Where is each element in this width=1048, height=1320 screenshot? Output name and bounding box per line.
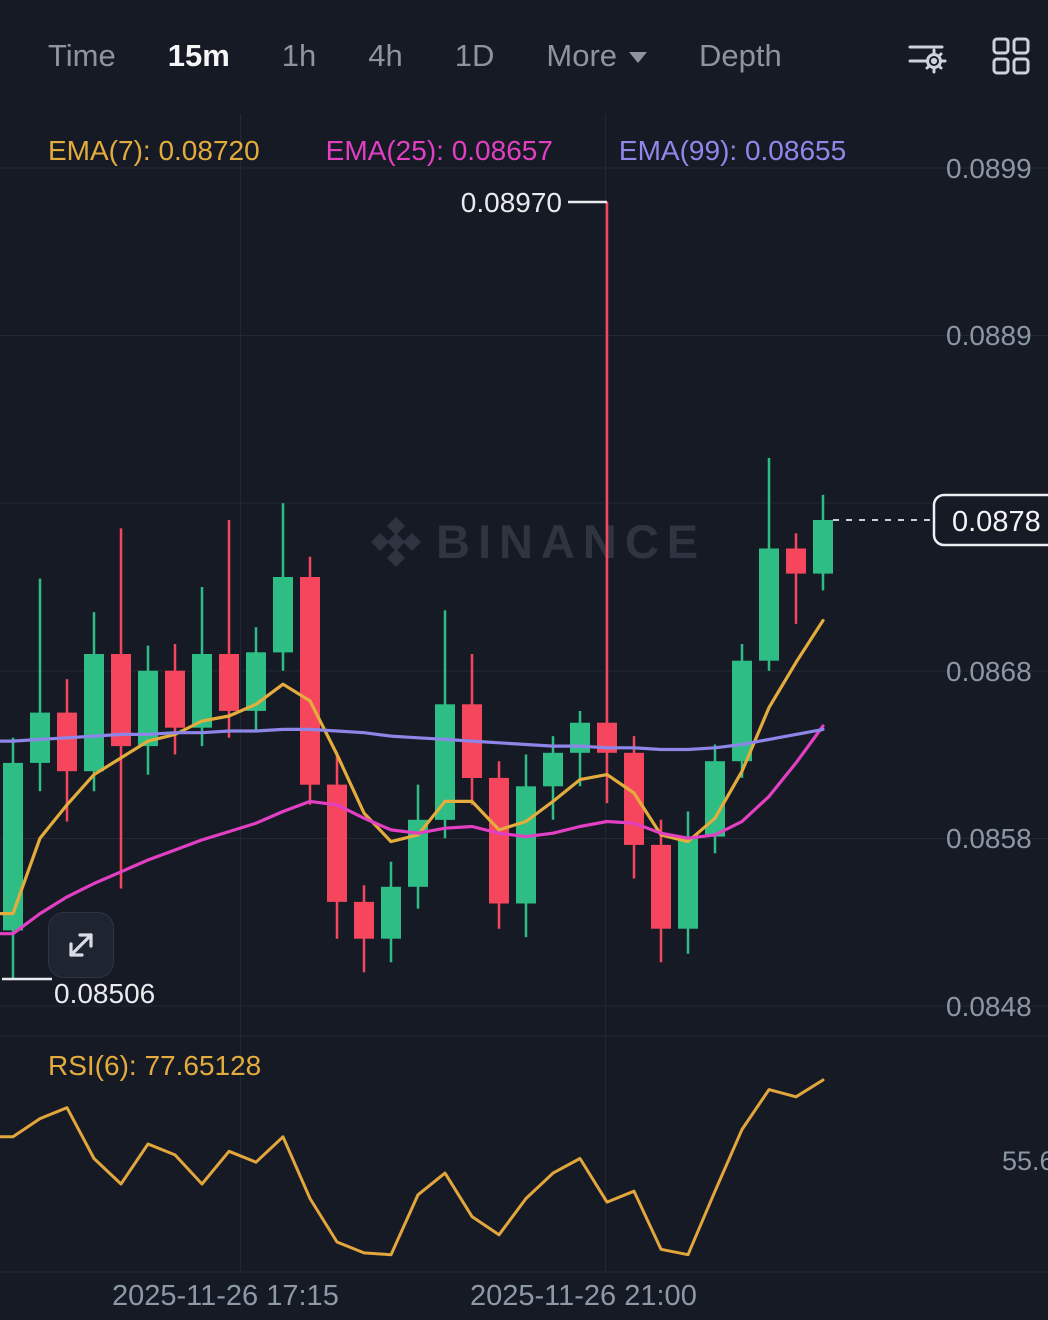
candle-body <box>516 786 536 904</box>
ema7-legend-value: EMA(7): 0.08720 <box>48 135 260 166</box>
candle-body <box>759 548 779 661</box>
candle-body <box>3 762 23 931</box>
low-price-label: 0.08506 <box>54 978 155 1009</box>
candle-body <box>489 777 509 904</box>
ema25-legend-value: EMA(25): 0.08657 <box>325 135 553 166</box>
tab-1d[interactable]: 1D <box>454 38 495 73</box>
candle-body <box>597 722 617 753</box>
candle-body <box>57 712 77 772</box>
ema-legend: EMA(7): 0.08720 EMA(25): 0.08657 EMA(99)… <box>48 135 846 167</box>
y-axis-tick: 0.0848 <box>946 991 1032 1022</box>
candle-body <box>327 784 347 902</box>
candle-body <box>192 654 212 728</box>
candle-body <box>354 901 374 939</box>
tab-15m[interactable]: 15m <box>167 38 230 73</box>
timeframe-toolbar: Time 15m 1h 4h 1D More Depth <box>0 0 1048 112</box>
rsi-series <box>0 1078 825 1257</box>
tab-more[interactable]: More <box>546 38 648 74</box>
toolbar-icons <box>904 0 1032 112</box>
last-price-tag-box <box>932 493 1048 547</box>
rsi-value-label: RSI(6): 77.65128 <box>48 1050 262 1081</box>
fullscreen-expand-button[interactable] <box>48 912 114 978</box>
candle-body <box>165 670 185 728</box>
ema99-line <box>0 727 825 752</box>
ema25-line <box>0 724 825 936</box>
watermark-text: BINANCE <box>436 515 706 568</box>
indicator-settings-icon[interactable] <box>904 34 948 78</box>
last-price-tag: 0.0878 <box>932 493 1048 547</box>
expand-arrows-icon <box>69 933 93 957</box>
y-axis-tick: 0.0889 <box>946 320 1032 351</box>
candle-body <box>84 654 104 772</box>
ema99-legend-value: EMA(99): 0.08655 <box>618 135 847 166</box>
tab-time[interactable]: Time <box>48 38 116 73</box>
y-axis-tick: 0.0868 <box>946 656 1032 687</box>
candle-body <box>435 704 455 820</box>
y-axis-tick: 0.0858 <box>946 823 1032 854</box>
tab-1h[interactable]: 1h <box>281 38 317 73</box>
candle-body <box>678 836 698 929</box>
candle-body <box>570 722 590 753</box>
candle-body <box>408 819 428 887</box>
candle-body <box>786 548 806 574</box>
grid-layout-icon[interactable] <box>990 35 1032 77</box>
candle-body <box>705 761 725 837</box>
tab-4h[interactable]: 4h <box>368 38 403 73</box>
candle-body <box>651 844 671 929</box>
candle-body <box>381 886 401 939</box>
candle-body <box>30 712 50 763</box>
last-price-tag-value: 0.0878 <box>952 506 1041 538</box>
y-axis-tick: 0.0899 <box>946 153 1032 184</box>
tab-depth[interactable]: Depth <box>699 38 782 73</box>
binance-logo-icon <box>371 517 421 567</box>
x-axis-tick: 2025-11-26 21:00 <box>470 1280 697 1312</box>
binance-watermark: BINANCE <box>371 515 706 568</box>
candle-body <box>246 652 266 711</box>
candle-body <box>543 752 563 787</box>
rsi-line <box>0 1078 825 1257</box>
annotation-lines <box>2 200 934 981</box>
candle-body <box>273 577 293 653</box>
candle-body <box>138 670 158 747</box>
chevron-down-icon <box>629 52 648 64</box>
tab-more-label: More <box>546 38 618 73</box>
x-axis-tick: 2025-11-26 17:15 <box>112 1280 339 1312</box>
high-price-label: 0.08970 <box>461 187 562 218</box>
rsi-axis-tick: 55.6 <box>1002 1146 1048 1176</box>
candle-body <box>111 654 131 747</box>
candlestick-series[interactable] <box>0 201 833 979</box>
candle-body <box>813 520 833 574</box>
ema7-line <box>0 618 825 916</box>
x-axis: 2025-11-26 17:15 2025-11-26 21:00 <box>0 1280 1048 1320</box>
candle-body <box>624 752 644 845</box>
candle-body <box>219 654 239 711</box>
candle-body <box>300 577 320 785</box>
candle-body <box>732 660 752 762</box>
